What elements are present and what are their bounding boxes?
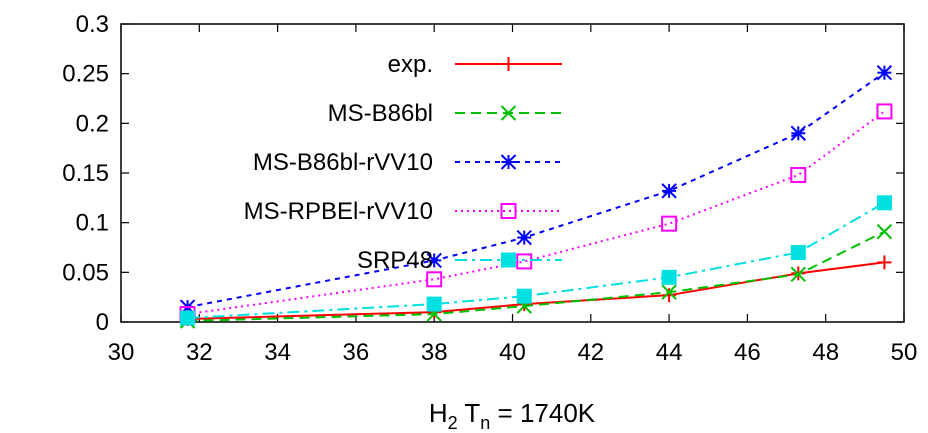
series-line: [187, 110, 886, 316]
data-point: [790, 266, 807, 283]
data-point: [661, 183, 677, 199]
x-tick-label: 50: [891, 339, 918, 366]
data-point: [516, 253, 533, 270]
data-point: [426, 271, 443, 288]
axis-ticks: 30 32 34 36 38 40 42 44 46 48 50 0 0.05 0.1 0.15 0.2 0.2…: [62, 11, 917, 366]
legend-label: SRP48: [357, 247, 433, 274]
y-tick-label: 0.3: [76, 11, 109, 38]
x-tick-label: 48: [812, 339, 839, 366]
y-tick-label: 0.05: [62, 259, 109, 286]
series-line: [187, 230, 885, 323]
legend-label: MS-B86bl: [328, 100, 433, 127]
x-tick-label: 44: [656, 339, 683, 366]
data-point: [876, 103, 893, 120]
series-MS-B86bl-rVV10: [179, 64, 893, 315]
data-point: [876, 64, 893, 81]
x-tick-label: 40: [499, 339, 526, 366]
data-point: [516, 229, 532, 246]
legend-label: exp.: [388, 51, 433, 78]
x-tick-label: 30: [108, 339, 135, 366]
data-point: [876, 195, 892, 211]
data-point: [662, 288, 677, 303]
legend-marker: [501, 252, 516, 268]
data-point: [790, 125, 807, 141]
legend-label: MS-B86bl-rVV10: [253, 149, 433, 176]
series-exp.: [180, 255, 892, 327]
y-tick-label: 0.25: [62, 61, 109, 88]
series-line: [187, 71, 886, 309]
series-group: [179, 64, 893, 329]
x-tick-label: 34: [264, 339, 291, 366]
x-tick-label: 42: [577, 339, 604, 366]
data-point: [661, 215, 678, 232]
legend-item: exp.: [388, 51, 562, 78]
legend-marker: [500, 154, 517, 170]
legend-marker: [500, 203, 517, 219]
data-point: [876, 223, 893, 240]
legend-item: MS-B86bl: [328, 100, 562, 127]
data-point: [516, 288, 532, 304]
data-point: [426, 252, 442, 269]
series-line: [187, 261, 885, 321]
data-point: [790, 244, 806, 260]
legend-marker: [500, 105, 517, 121]
x-axis-label: H2 Tn = 1740K: [429, 398, 596, 433]
legend-item: MS-B86bl-rVV10: [253, 149, 562, 176]
series-line: [187, 201, 885, 320]
series-MS-B86bl: [179, 223, 893, 329]
x-tick-label: 46: [734, 339, 761, 366]
y-tick-label: 0.1: [76, 210, 109, 237]
legend: exp. MS-B86bl MS-B86bl-rVV10 MS-RPBEl-rVV10…: [244, 51, 562, 274]
y-tick-label: 0.2: [76, 110, 109, 137]
plot-frame: [120, 23, 905, 323]
data-point: [661, 284, 677, 300]
legend-item: SRP48: [357, 247, 562, 274]
legend-item: MS-RPBEl-rVV10: [244, 198, 562, 225]
legend-label: MS-RPBEl-rVV10: [244, 198, 433, 225]
x-tick-label: 38: [421, 339, 448, 366]
x-tick-label: 36: [343, 339, 370, 366]
y-tick-label: 0.15: [62, 160, 109, 187]
data-point: [180, 310, 196, 326]
data-point: [661, 269, 677, 285]
data-point: [877, 255, 892, 270]
data-point: [790, 166, 807, 183]
legend-marker: [501, 57, 516, 71]
y-tick-label: 0: [96, 309, 109, 336]
data-point: [426, 296, 442, 312]
x-tick-label: 32: [186, 339, 213, 366]
series-SRP48: [180, 195, 892, 326]
